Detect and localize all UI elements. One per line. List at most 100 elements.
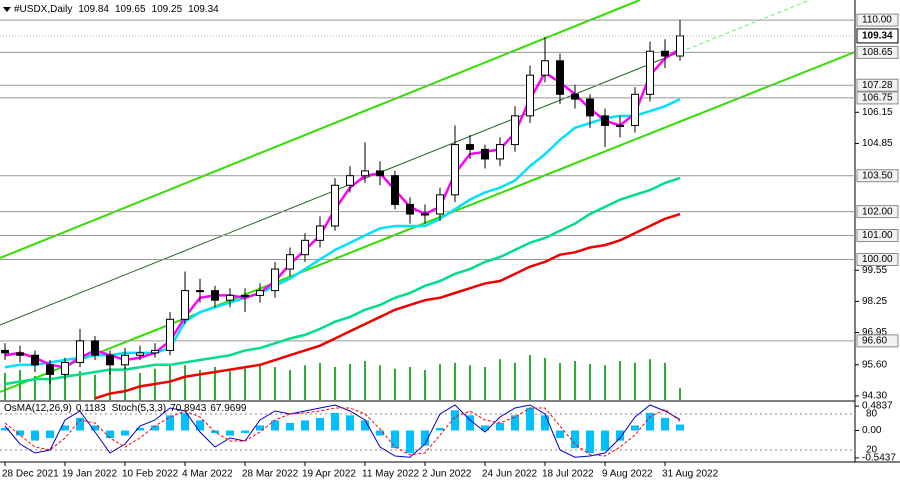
- volume-bar: [259, 364, 261, 400]
- moving-average: [4, 97, 681, 369]
- level-label: 101.00: [862, 230, 893, 241]
- osma-bar: [601, 430, 609, 451]
- x-tick-label: 28 Mar 2022: [242, 469, 299, 480]
- volume-bar: [469, 365, 471, 400]
- candle-body: [481, 148, 489, 160]
- header-value: 109.65: [115, 4, 146, 15]
- osma-bar: [241, 430, 249, 434]
- candle-body: [271, 268, 279, 292]
- candle-body: [151, 349, 159, 354]
- osma-bar: [76, 417, 84, 431]
- osma-bar: [106, 430, 114, 439]
- osma-bar: [526, 407, 534, 431]
- osma-bar: [451, 410, 459, 431]
- volume-bar: [64, 364, 66, 400]
- x-tick-label: 2 Jun 2022: [422, 469, 472, 480]
- candle-body: [511, 115, 519, 146]
- y2-tick-label: 20: [866, 445, 878, 456]
- candle-body: [451, 144, 459, 196]
- osma-bar: [511, 415, 519, 431]
- header-value: 109.34: [188, 4, 219, 15]
- candle-body: [226, 294, 234, 301]
- candle-body: [31, 354, 39, 366]
- volume-bar: [199, 370, 201, 400]
- y2-tick-label: 80: [866, 409, 878, 420]
- candle-body: [181, 290, 189, 320]
- osma-bar: [1, 427, 9, 431]
- level-label: 102.00: [862, 206, 893, 217]
- osma-bar: [346, 415, 354, 431]
- y-tick-label: 0.4837: [862, 401, 893, 412]
- y-tick-label: -0.5437: [862, 453, 896, 464]
- candle-body: [46, 364, 54, 375]
- candle-body: [496, 144, 504, 160]
- indicator-value: 0.1183: [76, 403, 106, 414]
- x-tick-label: 31 Aug 2022: [662, 469, 719, 480]
- candle-body: [331, 184, 339, 227]
- level-label-box: [856, 169, 899, 183]
- header-value: 109.84: [78, 4, 109, 15]
- candle-body: [346, 175, 354, 186]
- osma-bar: [136, 427, 144, 431]
- osma-bar: [286, 422, 294, 431]
- candle-body: [256, 290, 264, 296]
- x-tick-label: 4 Mar 2022: [182, 469, 233, 480]
- candle-body: [286, 254, 294, 270]
- level-label-box: [856, 229, 899, 243]
- x-tick-label: 11 May 2022: [362, 469, 420, 480]
- candle-body: [1, 349, 9, 354]
- volume-bar: [439, 364, 441, 400]
- candle-body: [586, 98, 594, 117]
- level-label: 106.75: [862, 93, 893, 104]
- y-tick-label: 96.95: [862, 327, 887, 338]
- volume-bar: [79, 371, 81, 400]
- level-label: 96.60: [862, 336, 887, 347]
- indicator-name: OsMA(12,26,9): [4, 403, 72, 414]
- channel-line: [0, 51, 856, 393]
- channel-extension: [679, 0, 811, 53]
- level-label-box: [856, 205, 899, 219]
- volume-bar: [454, 362, 456, 400]
- osma-bar: [406, 430, 414, 454]
- moving-average: [4, 47, 681, 369]
- y-tick-label: 94.30: [862, 391, 887, 402]
- volume-bar: [619, 361, 621, 400]
- osma-bar: [631, 425, 639, 431]
- candle-body: [391, 175, 399, 205]
- candle-body: [601, 115, 609, 126]
- volume-bar: [4, 373, 6, 400]
- volume-bar: [304, 365, 306, 400]
- candle-body: [376, 170, 384, 177]
- candle-body: [76, 340, 84, 363]
- osma-bar: [151, 425, 159, 431]
- channel-line: [0, 0, 641, 259]
- header-value: 109.25: [152, 4, 183, 15]
- symbol-title: #USDX,Daily: [14, 4, 72, 15]
- candle-body: [406, 203, 414, 215]
- volume-bar: [424, 370, 426, 400]
- volume-bar: [559, 362, 561, 400]
- candle-body: [526, 74, 534, 117]
- y-tick-label: 99.55: [862, 265, 887, 276]
- osma-bar: [436, 427, 444, 431]
- osma-bar: [271, 420, 279, 431]
- osma-bar: [196, 420, 204, 431]
- osma-bar: [421, 430, 429, 446]
- osma-bar: [226, 430, 234, 436]
- volume-bar: [604, 365, 606, 400]
- volume-bar: [379, 365, 381, 400]
- menu-arrow: [3, 7, 11, 12]
- level-label-box: [856, 252, 899, 266]
- candle-body: [106, 354, 114, 366]
- osma-bar: [616, 430, 624, 441]
- candle-body: [436, 194, 444, 215]
- volume-bar: [589, 364, 591, 400]
- candle-body: [61, 361, 69, 375]
- volume-bar: [499, 359, 501, 400]
- x-tick-label: 10 Feb 2022: [122, 469, 179, 480]
- candle-body: [361, 170, 369, 177]
- y-tick-label: 104.85: [862, 138, 893, 149]
- osma-bar: [121, 430, 129, 436]
